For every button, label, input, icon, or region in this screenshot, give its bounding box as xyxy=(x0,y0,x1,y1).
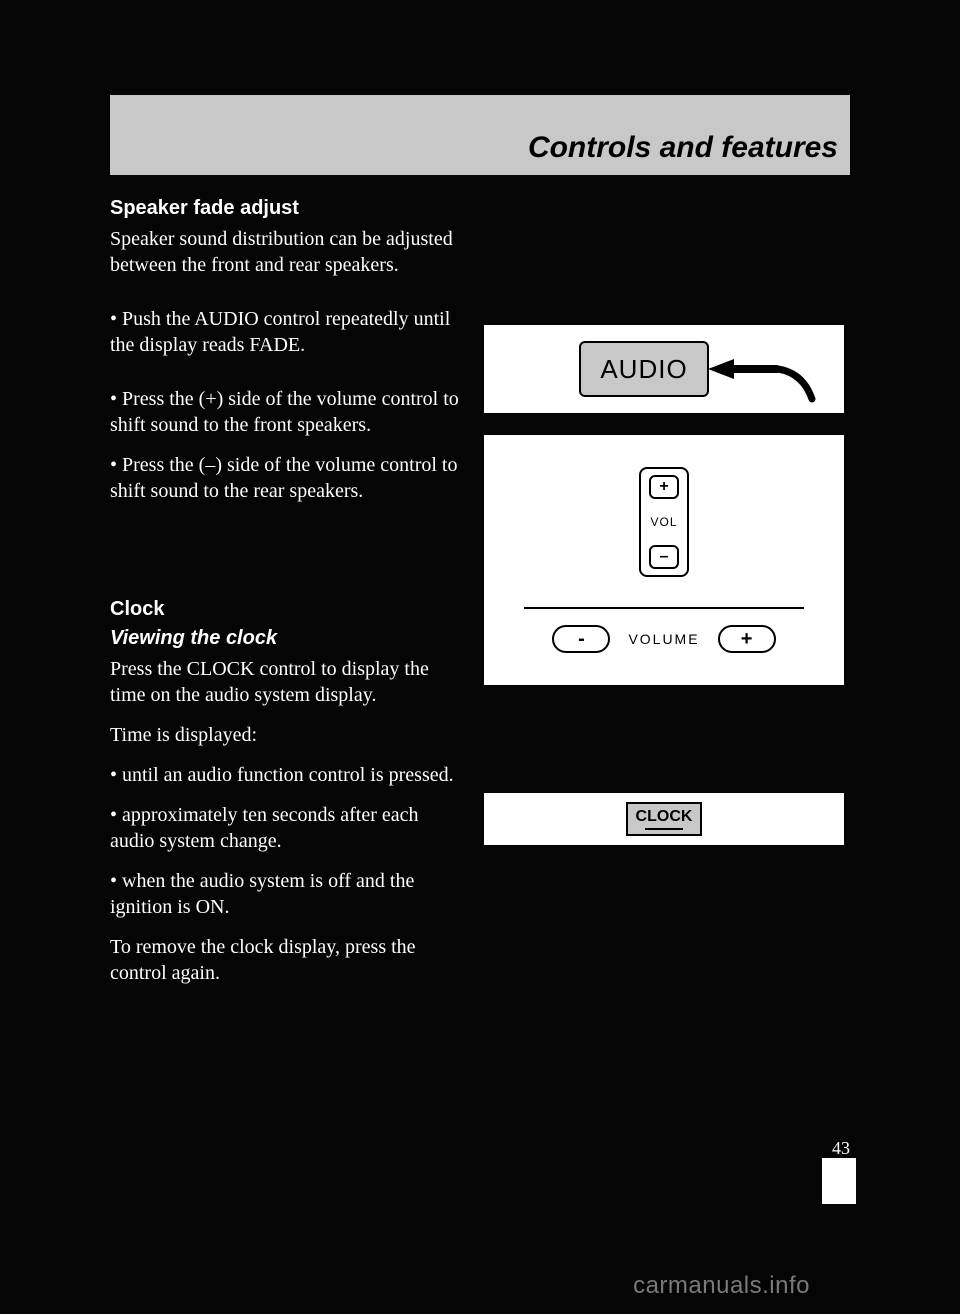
page-content: Speaker fade adjust Speaker sound distri… xyxy=(110,197,850,1000)
fade-step-audio: • Push the AUDIO control repeatedly unti… xyxy=(110,306,460,358)
section-title-clock: Clock xyxy=(110,598,460,621)
page-number: 43 xyxy=(832,1138,850,1159)
fade-step-minus: • Press the (–) side of the volume contr… xyxy=(110,452,460,504)
watermark-text: carmanuals.info xyxy=(633,1272,810,1300)
arrow-left-icon xyxy=(708,355,818,405)
volume-word-label: VOLUME xyxy=(628,631,699,647)
volume-illustration: + VOL – - VOLUME + xyxy=(484,435,844,685)
clock-b2: • approximately ten seconds after each a… xyxy=(110,802,460,854)
volume-plus-pill: + xyxy=(718,625,776,653)
audio-button: AUDIO xyxy=(579,341,709,397)
subsection-title-viewing: Viewing the clock xyxy=(110,627,460,650)
clock-p1: Press the CLOCK control to display the t… xyxy=(110,656,460,708)
chapter-title: Controls and features xyxy=(528,131,838,165)
text-column: Speaker fade adjust Speaker sound distri… xyxy=(110,197,460,1000)
divider-line xyxy=(524,607,804,609)
fade-step-plus: • Press the (+) side of the volume contr… xyxy=(110,386,460,438)
clock-b1: • until an audio function control is pre… xyxy=(110,762,460,788)
clock-b3: • when the audio system is off and the i… xyxy=(110,868,460,920)
manual-page: Controls and features Speaker fade adjus… xyxy=(110,95,850,1000)
audio-button-illustration: AUDIO xyxy=(484,325,844,413)
clock-button: CLOCK xyxy=(626,802,703,836)
section-title-fade: Speaker fade adjust xyxy=(110,197,460,220)
page-edge-tab xyxy=(822,1158,856,1204)
chapter-header: Controls and features xyxy=(110,95,850,175)
clock-p3: To remove the clock display, press the c… xyxy=(110,934,460,986)
clock-underline-icon xyxy=(645,828,683,830)
illustration-column: AUDIO + VOL – - VOLUME + xyxy=(484,197,844,1000)
volume-minus-button: – xyxy=(649,545,679,569)
volume-alt-control: - VOLUME + xyxy=(552,625,775,653)
volume-rocker: + VOL – xyxy=(639,467,689,577)
fade-intro: Speaker sound distribution can be adjust… xyxy=(110,226,460,278)
clock-button-label: CLOCK xyxy=(636,808,693,826)
volume-rocker-label: VOL xyxy=(650,515,677,529)
volume-minus-pill: - xyxy=(552,625,610,653)
clock-button-illustration: CLOCK xyxy=(484,793,844,845)
volume-plus-button: + xyxy=(649,475,679,499)
clock-p2: Time is displayed: xyxy=(110,722,460,748)
